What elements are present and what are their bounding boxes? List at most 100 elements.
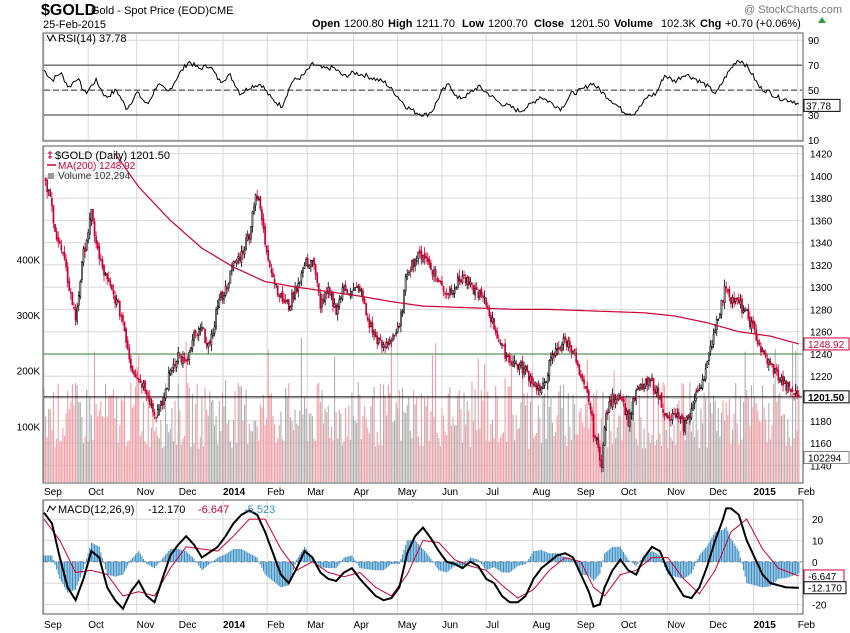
candle-body bbox=[441, 281, 443, 286]
volume-bar bbox=[93, 351, 96, 482]
candle-body bbox=[477, 291, 480, 298]
macd-histogram-bar bbox=[504, 561, 506, 573]
macd-histogram-bar bbox=[640, 559, 642, 562]
macd-histogram-bar bbox=[436, 561, 438, 568]
candle-body bbox=[240, 250, 243, 263]
candle-body bbox=[584, 385, 587, 389]
candle-body bbox=[423, 253, 426, 260]
volume-bar bbox=[202, 446, 205, 482]
candle-body bbox=[624, 403, 626, 416]
macd-histogram-bar bbox=[255, 556, 257, 562]
candle-body bbox=[392, 335, 394, 341]
volume-bar bbox=[752, 407, 754, 482]
macd-histogram-bar bbox=[223, 554, 225, 562]
macd-histogram-bar bbox=[450, 561, 452, 569]
candle-body bbox=[298, 282, 301, 284]
candle-body bbox=[483, 296, 486, 299]
candle-body bbox=[654, 389, 656, 394]
candle-body bbox=[283, 299, 285, 303]
macd-value-tag-label: -12.170 bbox=[808, 584, 842, 595]
macd-histogram-bar bbox=[430, 558, 432, 562]
candle-body bbox=[431, 269, 434, 276]
macd-histogram-bar bbox=[261, 561, 263, 568]
volume-bar bbox=[414, 404, 416, 482]
macd-histogram-bar bbox=[720, 530, 723, 562]
rsi-legend-icon bbox=[46, 33, 57, 43]
macd-histogram-bar bbox=[394, 561, 396, 564]
candle-body bbox=[295, 286, 298, 293]
macd-histogram-bar bbox=[602, 560, 604, 562]
volume-bar bbox=[724, 420, 726, 482]
chart-instrument-name: Gold - Spot Price (EOD) bbox=[91, 5, 209, 17]
candle-body bbox=[54, 224, 56, 232]
macd-histogram-bar bbox=[788, 561, 790, 577]
candle-body bbox=[340, 297, 342, 300]
volume-bar bbox=[649, 442, 651, 482]
close-value-tag bbox=[803, 390, 850, 404]
macd-tick-label: 20 bbox=[812, 515, 824, 526]
volume-bar bbox=[532, 437, 535, 482]
candle-body bbox=[575, 352, 578, 363]
candle-body bbox=[605, 413, 608, 430]
x-axis-tick-label: 2014 bbox=[223, 620, 246, 631]
volume-bar bbox=[618, 415, 620, 482]
candle-body bbox=[659, 395, 661, 399]
volume-bar bbox=[408, 397, 410, 482]
macd-histogram-bar bbox=[150, 561, 152, 567]
volume-bar bbox=[564, 435, 566, 482]
candle-body bbox=[104, 273, 107, 276]
volume-bar bbox=[56, 438, 58, 482]
candle-body bbox=[587, 390, 590, 402]
volume-bar bbox=[122, 400, 124, 482]
volume-bar bbox=[547, 386, 549, 482]
price-tick-label: 1140 bbox=[810, 461, 832, 472]
candle-body bbox=[556, 348, 559, 351]
candle-body bbox=[480, 288, 483, 296]
volume-bar bbox=[436, 433, 438, 482]
macd-histogram-bar bbox=[281, 561, 284, 587]
candle-body bbox=[698, 388, 701, 391]
macd-histogram-bar bbox=[264, 561, 266, 575]
candle-body bbox=[557, 347, 560, 351]
candle-body bbox=[213, 326, 216, 334]
macd-histogram-bar bbox=[498, 561, 500, 571]
macd-histogram-bar bbox=[206, 561, 208, 567]
volume-bar bbox=[92, 439, 94, 482]
volume-bar bbox=[291, 420, 293, 482]
candle-body bbox=[71, 292, 74, 306]
macd-histogram-bar bbox=[521, 561, 524, 565]
macd-histogram-bar bbox=[237, 549, 239, 562]
volume-bar bbox=[634, 421, 636, 482]
volume-bar bbox=[588, 428, 590, 482]
x-axis-tick-label: Dec bbox=[179, 487, 197, 498]
volume-bar bbox=[741, 439, 743, 482]
x-axis-tick-label: Dec bbox=[709, 620, 727, 631]
macd-histogram-bar bbox=[760, 561, 762, 587]
macd-histogram-bar bbox=[153, 561, 156, 569]
volume-bar bbox=[529, 401, 531, 482]
volume-bar bbox=[106, 416, 108, 482]
volume-bar bbox=[59, 441, 61, 482]
macd-histogram-bar bbox=[98, 546, 100, 562]
volume-bar bbox=[760, 422, 762, 482]
candle-body bbox=[242, 250, 244, 254]
macd-histogram-bar bbox=[76, 561, 78, 586]
candle-body bbox=[100, 258, 102, 261]
macd-histogram-bar bbox=[168, 550, 170, 562]
candle-body bbox=[613, 395, 615, 403]
volume-bar bbox=[368, 433, 370, 482]
x-axis-tick-label: Dec bbox=[179, 620, 197, 631]
volume-bar bbox=[542, 395, 544, 482]
candle-body bbox=[737, 297, 740, 304]
candle-body bbox=[51, 198, 53, 206]
volume-bar bbox=[240, 386, 242, 482]
candle-body bbox=[330, 294, 333, 296]
macd-histogram-bar bbox=[215, 558, 217, 562]
macd-histogram-bar bbox=[741, 561, 743, 564]
macd-histogram-bar bbox=[738, 551, 740, 562]
x-axis-tick-label: Aug bbox=[532, 620, 550, 631]
macd-histogram-bar bbox=[51, 555, 53, 562]
volume-bar bbox=[744, 351, 746, 482]
volume-bar bbox=[165, 383, 167, 482]
macd-histogram-bar bbox=[668, 561, 670, 575]
